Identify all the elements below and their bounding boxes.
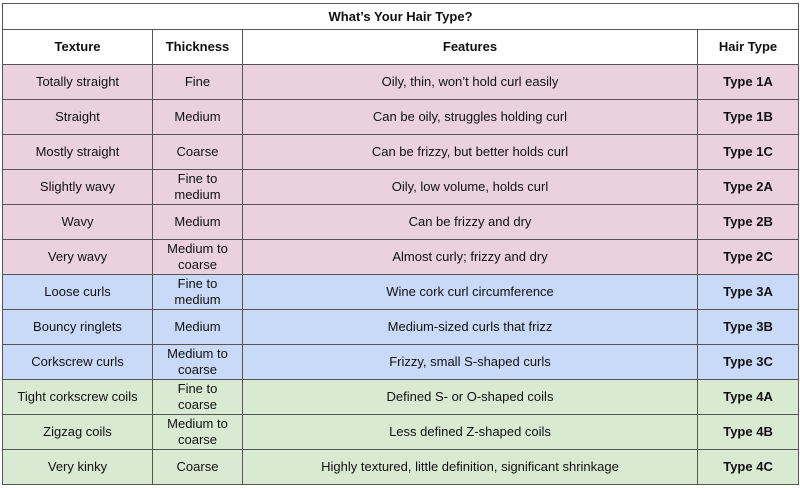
features-cell: Oily, low volume, holds curl	[242, 169, 698, 205]
hair-type-cell: Type 4B	[696, 414, 800, 450]
table-row: Bouncy ringlets Medium Medium-sized curls …	[2, 309, 800, 345]
features-cell: Almost curly; frizzy and dry	[242, 239, 698, 275]
table-row: Zigzag coils Medium to coarse Less defined…	[2, 414, 800, 450]
table-body: Totally straight Fine Oily, thin, won’t ho…	[2, 64, 800, 485]
header-texture: Texture	[2, 29, 153, 65]
texture-cell: Bouncy ringlets	[2, 309, 153, 345]
texture-cell: Straight	[2, 99, 153, 135]
table-row: Loose curls Fine to medium Wine cork curl …	[2, 274, 800, 310]
features-cell: Can be frizzy, but better holds curl	[242, 134, 698, 170]
thickness-cell: Medium	[152, 99, 243, 135]
table-row: Straight Medium Can be oily, struggles hol…	[2, 99, 800, 135]
features-cell: Highly textured, little definition, sign…	[242, 449, 698, 485]
table-title: What’s Your Hair Type?	[1, 3, 800, 30]
hair-type-cell: Type 1B	[696, 99, 800, 135]
thickness-cell: Fine	[152, 64, 243, 100]
texture-cell: Slightly wavy	[2, 169, 153, 205]
hair-type-cell: Type 1C	[696, 134, 800, 170]
table-row: Very wavy Medium to coarse Almost curly; f…	[2, 239, 800, 275]
features-cell: Can be oily, struggles holding curl	[242, 99, 698, 135]
thickness-cell: Fine to coarse	[152, 379, 243, 415]
table-row: Tight corkscrew coils Fine to coarse Defin…	[2, 379, 800, 415]
table-row: Corkscrew curls Medium to coarse Frizzy, s…	[2, 344, 800, 380]
features-cell: Oily, thin, won’t hold curl easily	[242, 64, 698, 100]
table-title-row: What’s Your Hair Type?	[1, 3, 800, 30]
hair-type-cell: Type 3C	[696, 344, 800, 380]
thickness-cell: Coarse	[152, 134, 243, 170]
thickness-cell: Medium	[152, 309, 243, 345]
thickness-cell: Medium to coarse	[152, 414, 243, 450]
texture-cell: Wavy	[2, 204, 153, 240]
features-cell: Medium-sized curls that frizz	[242, 309, 698, 345]
thickness-cell: Medium to coarse	[152, 344, 243, 380]
table-row: Wavy Medium Can be frizzy and dry Type 2B	[2, 204, 800, 240]
header-features: Features	[242, 29, 698, 65]
table-row: Slightly wavy Fine to medium Oily, low vol…	[2, 169, 800, 205]
features-cell: Less defined Z-shaped coils	[242, 414, 698, 450]
texture-cell: Tight corkscrew coils	[2, 379, 153, 415]
features-cell: Wine cork curl circumference	[242, 274, 698, 310]
thickness-cell: Fine to medium	[152, 274, 243, 310]
hair-type-cell: Type 3B	[696, 309, 800, 345]
hair-type-cell: Type 4A	[696, 379, 800, 415]
hair-type-table: What’s Your Hair Type? Texture Thickness…	[1, 3, 800, 485]
texture-cell: Very kinky	[2, 449, 153, 485]
hair-type-cell: Type 3A	[696, 274, 800, 310]
header-thickness: Thickness	[152, 29, 243, 65]
features-cell: Can be frizzy and dry	[242, 204, 698, 240]
table-row: Mostly straight Coarse Can be frizzy, but …	[2, 134, 800, 170]
thickness-cell: Medium	[152, 204, 243, 240]
texture-cell: Very wavy	[2, 239, 153, 275]
hair-type-cell: Type 2B	[696, 204, 800, 240]
header-hair-type: Hair Type	[696, 29, 800, 65]
hair-type-cell: Type 2C	[696, 239, 800, 275]
texture-cell: Zigzag coils	[2, 414, 153, 450]
features-cell: Defined S- or O-shaped coils	[242, 379, 698, 415]
texture-cell: Totally straight	[2, 64, 153, 100]
thickness-cell: Fine to medium	[152, 169, 243, 205]
texture-cell: Loose curls	[2, 274, 153, 310]
table-row: Totally straight Fine Oily, thin, won’t ho…	[2, 64, 800, 100]
thickness-cell: Coarse	[152, 449, 243, 485]
table-header-row: Texture Thickness Features Hair Type	[2, 29, 800, 65]
hair-type-cell: Type 1A	[696, 64, 800, 100]
table-row: Very kinky Coarse Highly textured, little …	[2, 449, 800, 485]
thickness-cell: Medium to coarse	[152, 239, 243, 275]
texture-cell: Mostly straight	[2, 134, 153, 170]
features-cell: Frizzy, small S-shaped curls	[242, 344, 698, 380]
hair-type-cell: Type 2A	[696, 169, 800, 205]
hair-type-cell: Type 4C	[696, 449, 800, 485]
texture-cell: Corkscrew curls	[2, 344, 153, 380]
hair-type-table-container: What’s Your Hair Type? Texture Thickness…	[1, 3, 800, 485]
